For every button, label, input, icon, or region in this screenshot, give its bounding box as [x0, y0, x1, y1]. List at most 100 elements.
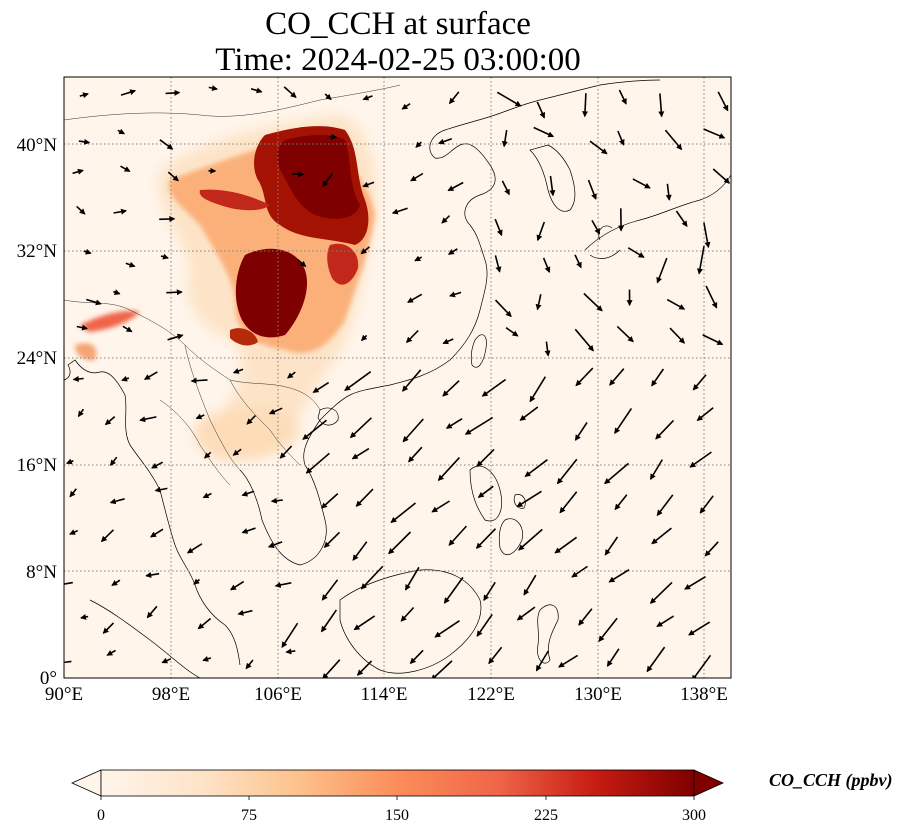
colorbar-tick-label: 300: [682, 807, 706, 824]
wind-arrow: [712, 168, 731, 184]
wind-arrow: [86, 298, 102, 306]
wind-arrow: [270, 497, 283, 504]
wind-arrow: [656, 615, 675, 628]
wind-arrow: [476, 448, 495, 467]
coastline-korea: [529, 144, 576, 212]
wind-arrow: [77, 408, 85, 418]
wind-arrow: [195, 413, 205, 420]
wind-arrow: [494, 255, 502, 273]
x-tick-label: 114°E: [361, 684, 408, 705]
colorbar-tick-label: 225: [534, 807, 558, 824]
wind-arrow: [699, 495, 714, 514]
co-hotspot-sichuan-edge: [230, 328, 258, 346]
wind-arrow: [202, 656, 212, 662]
wind-arrow: [481, 378, 507, 397]
wind-arrow: [160, 253, 169, 260]
wind-arrow: [353, 615, 376, 631]
colorbar-extend-max: [693, 769, 724, 797]
wind-arrow: [146, 605, 158, 619]
wind-arrow: [658, 93, 665, 118]
wind-arrow: [151, 461, 164, 469]
wind-arrow: [574, 328, 594, 352]
wind-arrow: [232, 448, 242, 456]
wind-arrow: [159, 215, 176, 222]
x-tick-label: 138°E: [680, 684, 728, 705]
wind-arrow: [697, 245, 705, 275]
wind-arrow: [535, 650, 549, 672]
wind-arrow: [150, 528, 164, 538]
wind-arrow: [475, 528, 497, 549]
x-tick-label: 122°E: [467, 684, 515, 705]
co-plume-vietnam: [195, 406, 300, 461]
wind-arrow: [80, 613, 89, 620]
colorbar-tick-label: 150: [385, 807, 409, 824]
wind-arrow: [302, 419, 328, 440]
wind-arrow: [401, 103, 411, 110]
wind-arrow: [587, 179, 597, 200]
wind-arrow: [669, 327, 685, 344]
colorbar-tick-label: 0: [97, 807, 105, 824]
wind-arrow: [193, 578, 201, 585]
wind-arrow: [117, 128, 126, 135]
wind-arrow: [291, 171, 305, 178]
wind-arrow: [434, 620, 460, 638]
wind-arrow: [445, 418, 463, 429]
wind-arrow: [351, 447, 370, 460]
wind-arrow: [111, 579, 121, 586]
wind-arrow: [312, 381, 330, 393]
wind-arrow: [322, 173, 334, 188]
wind-arrow: [69, 529, 79, 535]
wind-arrow: [229, 580, 245, 591]
wind-arrow: [281, 622, 299, 648]
wind-arrow: [536, 101, 546, 119]
wind-arrow: [606, 648, 620, 667]
wind-arrow: [167, 171, 179, 182]
wind-arrow: [287, 371, 296, 379]
y-tick-label: 40°N: [17, 135, 58, 156]
wind-arrow: [344, 371, 372, 391]
wind-arrow: [268, 407, 283, 415]
wind-arrow: [705, 285, 718, 309]
wind-arrow: [322, 659, 341, 678]
wind-arrow: [437, 457, 460, 482]
wind-arrow: [414, 255, 423, 262]
wind-arrow: [494, 218, 503, 237]
wind-arrow: [536, 221, 546, 242]
wind-arrow: [703, 222, 711, 249]
wind-arrow: [614, 407, 633, 435]
wind-arrow: [441, 215, 451, 224]
wind-arrow: [575, 367, 594, 387]
wind-arrow: [237, 609, 253, 616]
wind-arrow: [232, 368, 244, 374]
wind-arrow: [362, 94, 373, 101]
wind-arrow: [438, 137, 453, 145]
wind-arrow: [692, 374, 707, 391]
colorbar-tick-label: 75: [241, 807, 257, 824]
wind-arrow: [483, 581, 496, 602]
wind-arrow: [402, 418, 424, 443]
wind-arrow: [691, 654, 712, 678]
wind-arrow: [161, 657, 172, 664]
wind-arrow: [113, 289, 121, 295]
wind-arrow: [494, 299, 512, 318]
wind-arrow: [329, 133, 338, 140]
wind-arrow: [476, 613, 493, 637]
wind-arrow: [488, 646, 503, 665]
wind-arrow: [408, 446, 423, 463]
coastline-sumatra: [89, 599, 201, 678]
wind-arrow: [524, 459, 548, 478]
wind-arrow: [186, 543, 203, 554]
wind-arrow: [323, 531, 341, 548]
wind-arrow: [696, 407, 714, 422]
wind-arrow: [583, 292, 603, 312]
wind-arrow: [409, 649, 424, 665]
map-frame: [63, 76, 732, 679]
co-hotspot-ne-band: [199, 189, 270, 211]
wind-arrow: [279, 445, 293, 459]
wind-arrow: [407, 293, 423, 303]
wind-arrow: [544, 341, 551, 357]
wind-arrow: [430, 660, 453, 678]
coastline-borneo: [339, 569, 482, 674]
wind-arrow: [355, 488, 374, 507]
wind-arrow: [72, 168, 84, 175]
